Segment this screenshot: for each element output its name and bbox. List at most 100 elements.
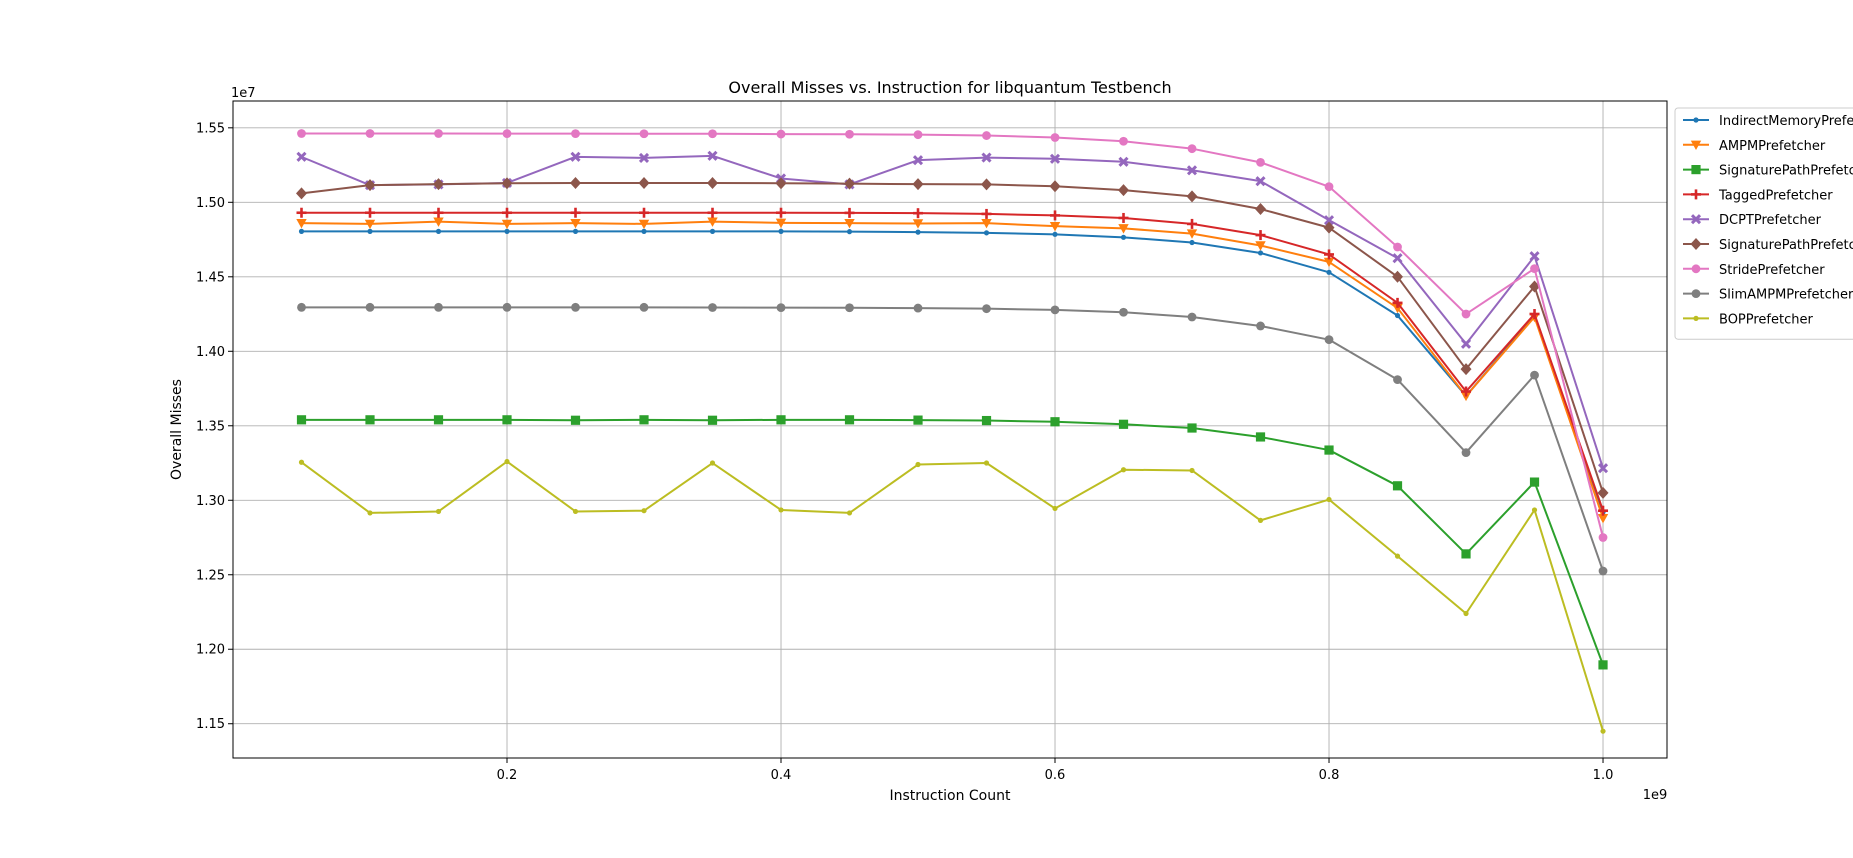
x-offset-label: 1e9 xyxy=(1643,788,1668,803)
data-point xyxy=(981,208,992,219)
data-point xyxy=(981,152,992,163)
data-point xyxy=(1598,566,1608,576)
data-point xyxy=(1052,231,1058,237)
data-point xyxy=(296,415,307,425)
data-point xyxy=(638,219,650,230)
data-point xyxy=(707,176,719,189)
legend-label: BOPPrefetcher xyxy=(1719,312,1813,327)
legend-label: SlimAMPMPrefetcher xyxy=(1719,288,1853,303)
data-point xyxy=(571,129,580,139)
data-point xyxy=(844,218,855,229)
legend-label: DCPTPrefetcher xyxy=(1719,213,1822,228)
data-point xyxy=(1255,230,1266,241)
series-line xyxy=(301,154,1604,469)
data-point xyxy=(1118,156,1129,167)
data-point xyxy=(639,415,649,425)
data-point xyxy=(982,304,991,314)
data-point xyxy=(1597,513,1609,524)
data-point xyxy=(297,302,306,312)
legend-label: TaggedPrefetcher xyxy=(1718,188,1833,203)
x-tick-label: 0.8 xyxy=(1319,768,1340,783)
y-tick-label: 1.30 xyxy=(196,494,225,509)
legend-item: StridePrefetcher xyxy=(1683,263,1825,278)
data-point xyxy=(433,217,444,227)
legend-label: SignaturePathPrefetcher xyxy=(1719,238,1853,253)
data-point xyxy=(501,219,513,230)
data-point xyxy=(1392,270,1404,283)
data-point xyxy=(571,302,580,312)
x-tick-label: 1.0 xyxy=(1593,768,1614,783)
data-point xyxy=(776,303,786,313)
data-point xyxy=(1187,312,1197,322)
data-point xyxy=(982,131,991,140)
data-point xyxy=(1189,239,1195,246)
data-point xyxy=(776,207,787,218)
legend: IndirectMemoryPrefetcher AMPMPrefetcher Si… xyxy=(1674,107,1853,340)
series-line xyxy=(301,181,1604,494)
data-point xyxy=(504,458,510,465)
data-point xyxy=(1324,249,1335,260)
data-point xyxy=(778,228,784,234)
data-point xyxy=(1463,610,1469,617)
series-3 xyxy=(296,415,1608,670)
data-point xyxy=(1393,375,1402,384)
legend-label: IndirectMemoryPrefetcher xyxy=(1719,114,1853,129)
data-point xyxy=(1187,218,1198,229)
data-point xyxy=(1460,363,1472,376)
data-point xyxy=(913,303,923,313)
x-tick-label: 0.2 xyxy=(497,768,518,783)
legend-item: BOPPrefetcher xyxy=(1683,312,1813,327)
data-point xyxy=(1050,417,1060,427)
x-tick-label: 0.6 xyxy=(1045,768,1066,783)
data-point xyxy=(364,219,376,230)
data-point-stroke xyxy=(981,152,992,163)
data-point xyxy=(433,207,444,218)
data-point xyxy=(296,218,307,229)
x-axis-label: Instruction Count xyxy=(890,788,1011,804)
data-point xyxy=(638,176,650,189)
data-point xyxy=(778,507,784,513)
data-point xyxy=(1323,257,1335,268)
series-line xyxy=(301,132,1604,538)
data-point xyxy=(775,177,787,190)
data-point xyxy=(1118,212,1129,223)
data-point-stroke xyxy=(1597,463,1609,474)
x-tick-label: 0.4 xyxy=(771,768,792,783)
data-point xyxy=(570,151,581,162)
data-point xyxy=(572,508,579,515)
data-point xyxy=(1186,229,1198,239)
y-tick-label: 1.15 xyxy=(196,717,225,732)
data-point xyxy=(1118,224,1129,234)
data-point xyxy=(1050,210,1061,221)
data-point xyxy=(912,155,924,166)
data-point xyxy=(1598,660,1608,670)
data-point xyxy=(707,415,718,425)
legend-item: IndirectMemoryPrefetcher xyxy=(1683,114,1853,129)
data-point xyxy=(1119,136,1128,146)
data-point xyxy=(1597,486,1609,499)
legend-item: AMPMPrefetcher xyxy=(1683,139,1826,154)
data-point xyxy=(1186,165,1198,176)
data-point xyxy=(1326,269,1332,275)
series-line xyxy=(301,220,1604,519)
data-point xyxy=(1255,241,1266,251)
data-point-stroke xyxy=(638,152,650,163)
data-point xyxy=(1531,507,1538,513)
series-line xyxy=(301,230,1604,513)
y-axis-label: Overall Misses xyxy=(169,379,185,480)
series-line xyxy=(301,418,1604,666)
data-point xyxy=(844,415,855,425)
data-point-stroke xyxy=(296,151,307,162)
data-point xyxy=(1323,221,1335,234)
data-point xyxy=(435,508,442,515)
data-point xyxy=(572,228,579,234)
data-point xyxy=(365,302,375,312)
data-point xyxy=(1187,423,1197,433)
data-point xyxy=(367,510,373,516)
series-line xyxy=(301,306,1604,572)
data-point xyxy=(1324,445,1334,455)
series-8 xyxy=(297,302,1608,576)
data-point xyxy=(365,415,375,425)
y-tick-label: 1.55 xyxy=(196,121,225,136)
data-point xyxy=(1691,264,1701,274)
